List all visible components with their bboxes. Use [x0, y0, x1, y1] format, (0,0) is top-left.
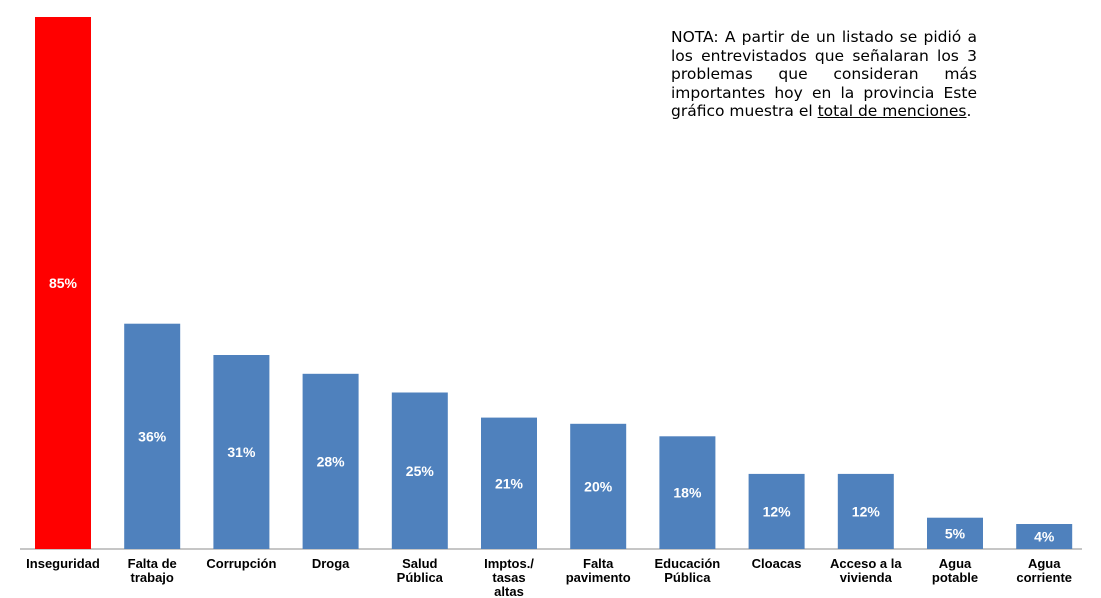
category-label-8: Cloacas: [752, 556, 802, 571]
category-label-2: Corrupción: [206, 556, 276, 571]
bar-7: [659, 436, 716, 549]
value-label-7: 18%: [673, 485, 702, 501]
value-label-10: 5%: [945, 525, 966, 541]
bar-8: [748, 473, 805, 549]
category-label-3: Droga: [312, 556, 350, 571]
category-label-9: Acceso a la vivienda: [830, 556, 902, 585]
bar-9: [837, 473, 894, 549]
category-label-7: Educación Pública: [655, 556, 721, 585]
bar-3: [302, 373, 359, 549]
bar-4: [391, 392, 448, 549]
value-labels-group: 85% 36% 31% 28% 25% 21% 20% 18% 12% 12% 5% 4%: [49, 275, 1055, 545]
value-label-5: 21%: [495, 475, 524, 491]
value-label-9: 12%: [852, 503, 881, 519]
value-label-2: 31%: [227, 444, 256, 460]
bar-11: [1016, 524, 1073, 549]
note-text-main: NOTA: A partir de un listado se pidió a …: [671, 28, 977, 120]
bar-6: [570, 423, 627, 549]
category-label-11: Agua corriente: [1016, 556, 1072, 585]
bar-0: [35, 17, 91, 549]
category-label-10: Agua potable: [932, 556, 978, 585]
bar-1: [124, 323, 181, 549]
bar-10: [927, 517, 983, 549]
category-label-1: Falta de trabajo: [128, 556, 177, 585]
bar-5: [481, 417, 537, 549]
category-label-6: Falta pavimento: [566, 556, 631, 585]
category-label-5: Imptos./tasas altas: [484, 556, 534, 598]
note-text-end: .: [966, 102, 972, 120]
value-label-1: 36%: [138, 428, 167, 444]
category-label-4: Salud Pública: [397, 556, 444, 585]
value-label-11: 4%: [1034, 529, 1055, 545]
note-text: NOTA: A partir de un listado se pidió a …: [671, 28, 977, 121]
value-label-3: 28%: [317, 453, 346, 469]
category-labels-group: Inseguridad Falta de trabajo Corrupción Drog…: [26, 556, 1072, 598]
value-label-4: 25%: [406, 463, 435, 479]
category-label-0: Inseguridad: [26, 556, 100, 571]
bars-group: [35, 17, 1073, 549]
note-text-underlined: total de menciones: [817, 102, 967, 120]
value-label-8: 12%: [763, 503, 792, 519]
value-label-0: 85%: [49, 275, 78, 291]
bar-2: [213, 355, 270, 549]
value-label-6: 20%: [584, 478, 613, 494]
